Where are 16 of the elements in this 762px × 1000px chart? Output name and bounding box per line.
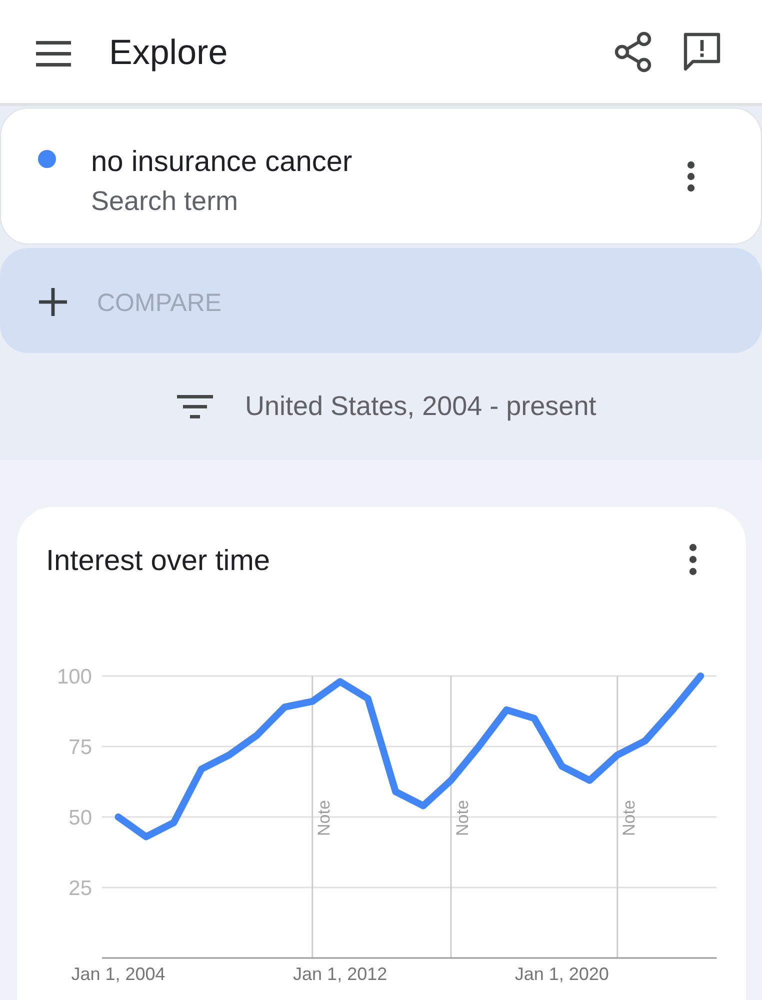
legend-label: no insurance cancer — [91, 146, 352, 178]
y-tick-label: 25 — [68, 876, 92, 900]
x-tick-label: Jan 1, 2020 — [514, 964, 609, 984]
y-tick-label: 50 — [68, 806, 92, 830]
x-tick-label: Jan 1, 2012 — [293, 964, 388, 984]
text: United States, 2004 - present — [245, 391, 597, 421]
x-tick-label: Jan 1, 2004 — [71, 964, 166, 984]
ref-line-label: Note — [452, 800, 472, 836]
ref-line-label: Note — [619, 800, 638, 836]
text: Search term — [91, 186, 238, 216]
text: COMPARE — [97, 289, 222, 317]
y-tick-label: 75 — [68, 736, 92, 759]
y-tick-label: 100 — [56, 665, 92, 688]
chart-title: Interest over time — [46, 545, 270, 577]
ref-line-label: Note — [314, 800, 334, 836]
text: Explore — [109, 33, 228, 72]
